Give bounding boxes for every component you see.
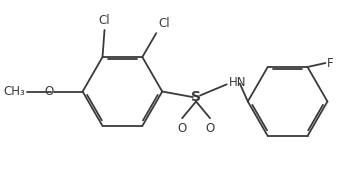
Text: F: F: [327, 57, 334, 70]
Text: O: O: [44, 85, 53, 98]
Text: O: O: [205, 122, 215, 135]
Text: S: S: [191, 91, 201, 104]
Text: Cl: Cl: [158, 17, 170, 30]
Text: Cl: Cl: [99, 14, 110, 27]
Text: CH₃: CH₃: [4, 85, 25, 98]
Text: HN: HN: [229, 76, 246, 89]
Text: O: O: [177, 122, 187, 135]
